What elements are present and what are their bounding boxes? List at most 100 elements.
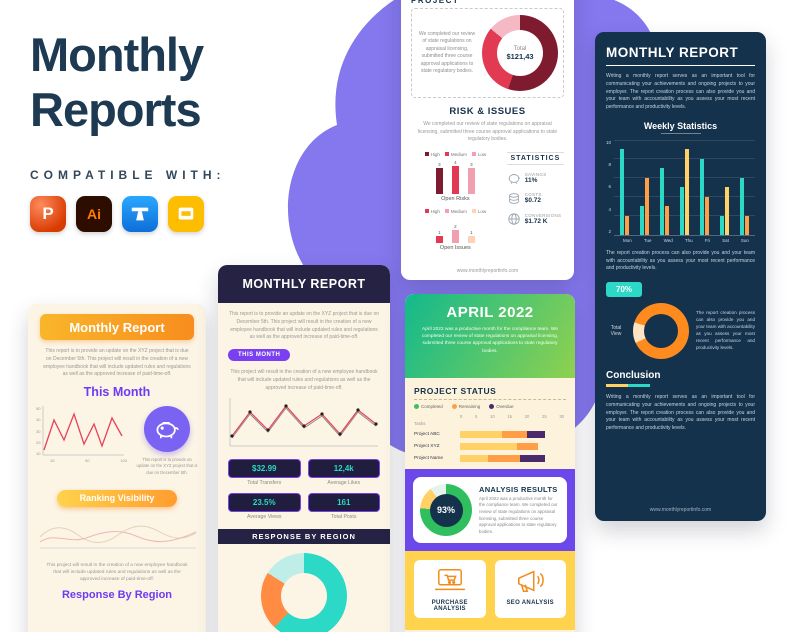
stat-costs: COSTS $0.72 [507,192,564,205]
bar-plot-area [614,139,755,236]
bar: 1 [435,217,443,243]
purchase-analysis-label: PURCHASE ANALYSIS [431,600,468,612]
y-axis-labels: 10 8 6 4 2 [606,139,612,234]
project-status-title: PROJECT STATUS [414,386,566,400]
report-body: This project will result in the creation… [230,369,378,391]
legend-item-overdue: Overdue [489,404,514,409]
donut-value: $121,43 [506,51,534,61]
template-card-navy-report: MONTHLY REPORT Writing a monthly report … [595,32,766,521]
total-view-donut-chart [633,303,689,359]
seo-analysis-label: SEO ANALYSIS [506,600,554,606]
legend-item: Medium [444,152,467,157]
ranking-visibility-button: Ranking Visibility [57,489,177,507]
open-risks-legend: High Medium Low [411,152,500,157]
illustrator-icon: Ai [76,195,112,232]
template-card-cream-center: MONTHLY REPORT This report is to provide… [218,265,390,632]
this-month-title: This Month [83,385,151,399]
illustrator-glyph: Ai [87,205,101,222]
bar-group [720,140,730,235]
stat-savings: SAVINGS 11% [507,172,564,185]
report-title: Monthly Report [40,314,194,340]
analysis-cards-section: PURCHASE ANALYSIS SEO ANALYSIS [405,551,575,630]
tasks-label: Tasks [414,421,426,426]
stats-grid: $32.99 Total Transfers 12,4k Average Likes… [228,459,380,520]
stat-average-views: 23.5% Average Views [228,493,301,520]
response-by-region-title: Response By Region [61,589,173,602]
piggy-bank-badge [144,406,190,452]
bar: 4 [451,160,459,194]
trend-wave-chart [39,525,197,549]
risk-charts-column: High Medium Low 3 4 3 Open Risks High Me… [411,152,500,251]
bar: 1 [467,217,475,243]
powerpoint-icon: P [30,195,66,232]
bar-group [680,140,689,235]
project-donut-chart: Total $121,43 [482,15,558,91]
green-header: APRIL 2022 April 2022 was a productive m… [405,294,575,378]
report-title: MONTHLY REPORT [218,265,390,303]
scale-labels: 0 5 10 15 20 25 30 [460,414,564,419]
stacked-bar [460,443,566,450]
compatible-with-label: COMPATIBLE WITH: [30,167,226,182]
bar: 3 [435,160,443,194]
stat-conversions: CONVERSIONS $1.72 K [507,212,564,226]
project-status-section: PROJECT STATUS Completed Remaining Overd… [405,378,575,469]
status-legend: Completed Remaining Overdue [414,404,566,409]
bar: 2 [451,217,459,243]
open-risks-label: Open Risks [441,195,470,202]
bar: 3 [467,160,475,194]
bar-group [619,140,629,235]
purchase-analysis-card: PURCHASE ANALYSIS [414,560,486,618]
open-issues-bar-chart: 1 2 1 [411,217,500,243]
stat-total-posts: 161 Total Posts [307,493,380,520]
legend-item: Low [471,209,486,214]
laptop-cart-icon [434,569,465,591]
x-axis-labels: Mon Tue Wed Thu Fri Sat Sun [623,237,749,243]
donut-center: Total $121,43 [497,30,543,76]
response-by-region-band: RESPONSE BY REGION [218,529,390,545]
open-issues-legend: High Medium Low [411,209,500,214]
conclusion-underline [606,384,650,387]
total-view-row: Total View The report creation process c… [606,303,755,359]
project-row: Project ABC [414,431,566,438]
line-chart [229,398,378,447]
donut-label: Total [513,45,527,52]
hero: Monthly Reports COMPATIBLE WITH: P Ai [30,28,226,232]
bar-group [639,140,649,235]
bar-group [700,140,710,235]
report-title: APRIL 2022 [446,304,534,321]
google-slides-icon [168,195,204,232]
report-intro: April 2022 was a productive month for th… [421,327,559,354]
legend-item-completed: Completed [414,404,443,409]
open-risks-bar-chart: 3 4 3 [411,160,500,194]
website-footer: www.monthlyreportinfo.com [649,507,712,513]
coins-icon [508,192,519,204]
project-row: Project XYZ [414,443,566,450]
side-text: The report creation process can also pro… [696,310,755,350]
bar-group [740,140,750,235]
project-heading: PROJECT [411,0,460,5]
piggy-bank-icon [156,422,179,439]
page-title: Monthly Reports [30,28,226,138]
bar-group [659,140,669,235]
title-line-2: Reports [30,82,202,136]
statistics-title: STATISTICS [506,151,564,165]
project-summary-text: We completed our review of state regulat… [418,30,476,75]
weekly-statistics-title: Weekly Statistics [606,121,755,134]
weekly-statistics-chart: 10 8 6 4 2 [606,139,755,236]
report-outro: This project will result in the creation… [46,562,188,583]
line-chart: 50 40 30 20 10 10 50 100 [36,406,131,476]
piggy-column: This report is to provide an update on t… [136,406,198,476]
powerpoint-glyph: P [42,203,54,223]
legend-item: Low [471,152,486,157]
analysis-donut-chart: 93% [420,484,472,536]
stacked-bar [460,431,566,438]
stat-average-likes: 12,4k Average Likes [307,459,380,486]
template-card-project-report: PROJECT We completed our review of state… [401,0,574,280]
project-summary-box: We completed our review of state regulat… [411,8,564,98]
stacked-bar [460,455,566,462]
x-axis-labels: 10 50 100 [50,458,127,463]
globe-icon [508,212,520,225]
conclusion-text: Writing a monthly report serves as an im… [606,394,755,431]
piggy-bank-icon [508,173,520,184]
